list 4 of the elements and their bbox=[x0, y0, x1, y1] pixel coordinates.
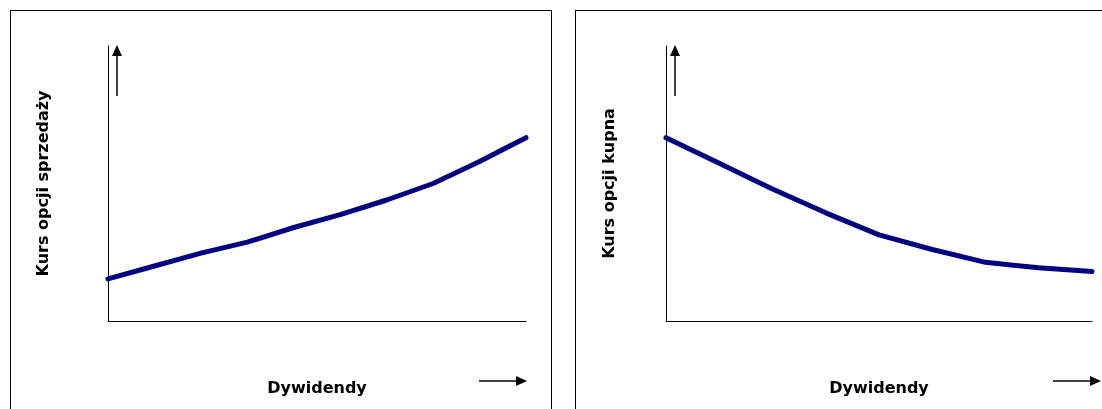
x-axis-title: Dywidendy bbox=[829, 377, 930, 397]
x-axis-title: Dywidendy bbox=[267, 377, 368, 397]
y-axis-title: Kurs opcji sprzedaży bbox=[32, 89, 52, 277]
y-axis-title: Kurs opcji kupna bbox=[598, 108, 618, 259]
